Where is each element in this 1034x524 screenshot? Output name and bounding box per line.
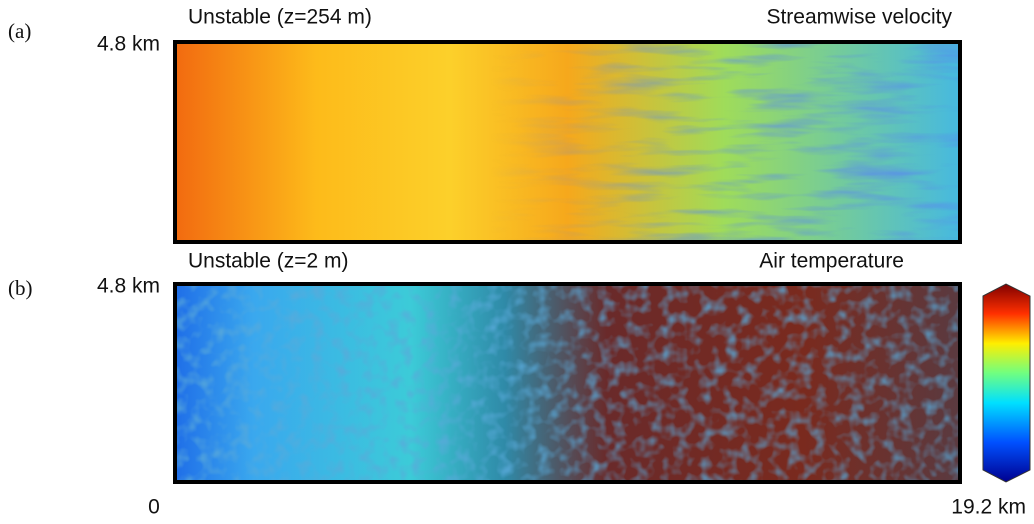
panel-label: (b) <box>8 276 33 300</box>
panel-variable: Streamwise velocity <box>766 6 952 29</box>
x-start-label: 0 <box>148 496 160 519</box>
y-top-label: 4.8 km <box>97 33 160 56</box>
colorbar <box>983 284 1030 482</box>
velocity-streaks <box>175 42 960 242</box>
panel-title: Unstable (z=2 m) <box>188 250 348 273</box>
panel-variable: Air temperature <box>759 250 904 273</box>
panel-title: Unstable (z=254 m) <box>188 6 372 29</box>
y-top-label: 4.8 km <box>97 275 160 298</box>
urban-texture <box>175 284 960 482</box>
panel-label: (a) <box>8 19 31 43</box>
x-end-label: 19.2 km <box>951 496 1026 519</box>
figure: (a) 4.8 km Unstable (z=254 m) Streamwise… <box>0 0 1034 524</box>
